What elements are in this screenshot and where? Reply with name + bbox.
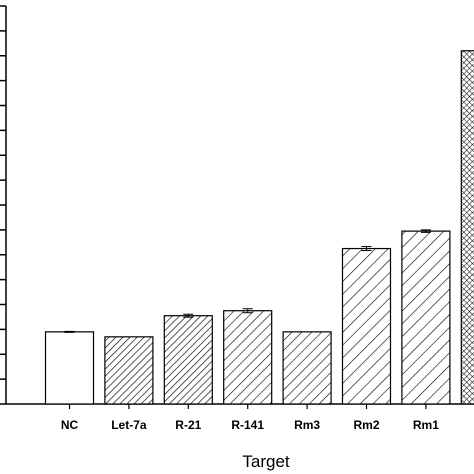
x-tick-label: Rm1: [413, 418, 439, 432]
bar-rm1: [401, 230, 451, 405]
x-tick-label: Let-7a: [111, 418, 147, 432]
x-axis: [6, 403, 474, 409]
bar-rm2: [341, 247, 392, 405]
x-tick-label: Rm3: [294, 418, 320, 432]
x-tick-label: Rm2: [353, 418, 379, 432]
x-tick-label: R-21: [175, 418, 201, 432]
bars: [44, 50, 474, 405]
y-axis: [0, 5, 7, 405]
bar-rm3: [282, 331, 332, 405]
bar-r-21: [163, 315, 213, 405]
x-tick-label: NC: [61, 418, 79, 432]
bar-nc: [44, 331, 95, 405]
x-axis-title: Target: [242, 452, 290, 471]
bar-r-141: [223, 310, 273, 405]
x-tick-label: R-141: [231, 418, 264, 432]
bar-r: [460, 50, 474, 405]
bar-let-7a: [104, 336, 154, 405]
